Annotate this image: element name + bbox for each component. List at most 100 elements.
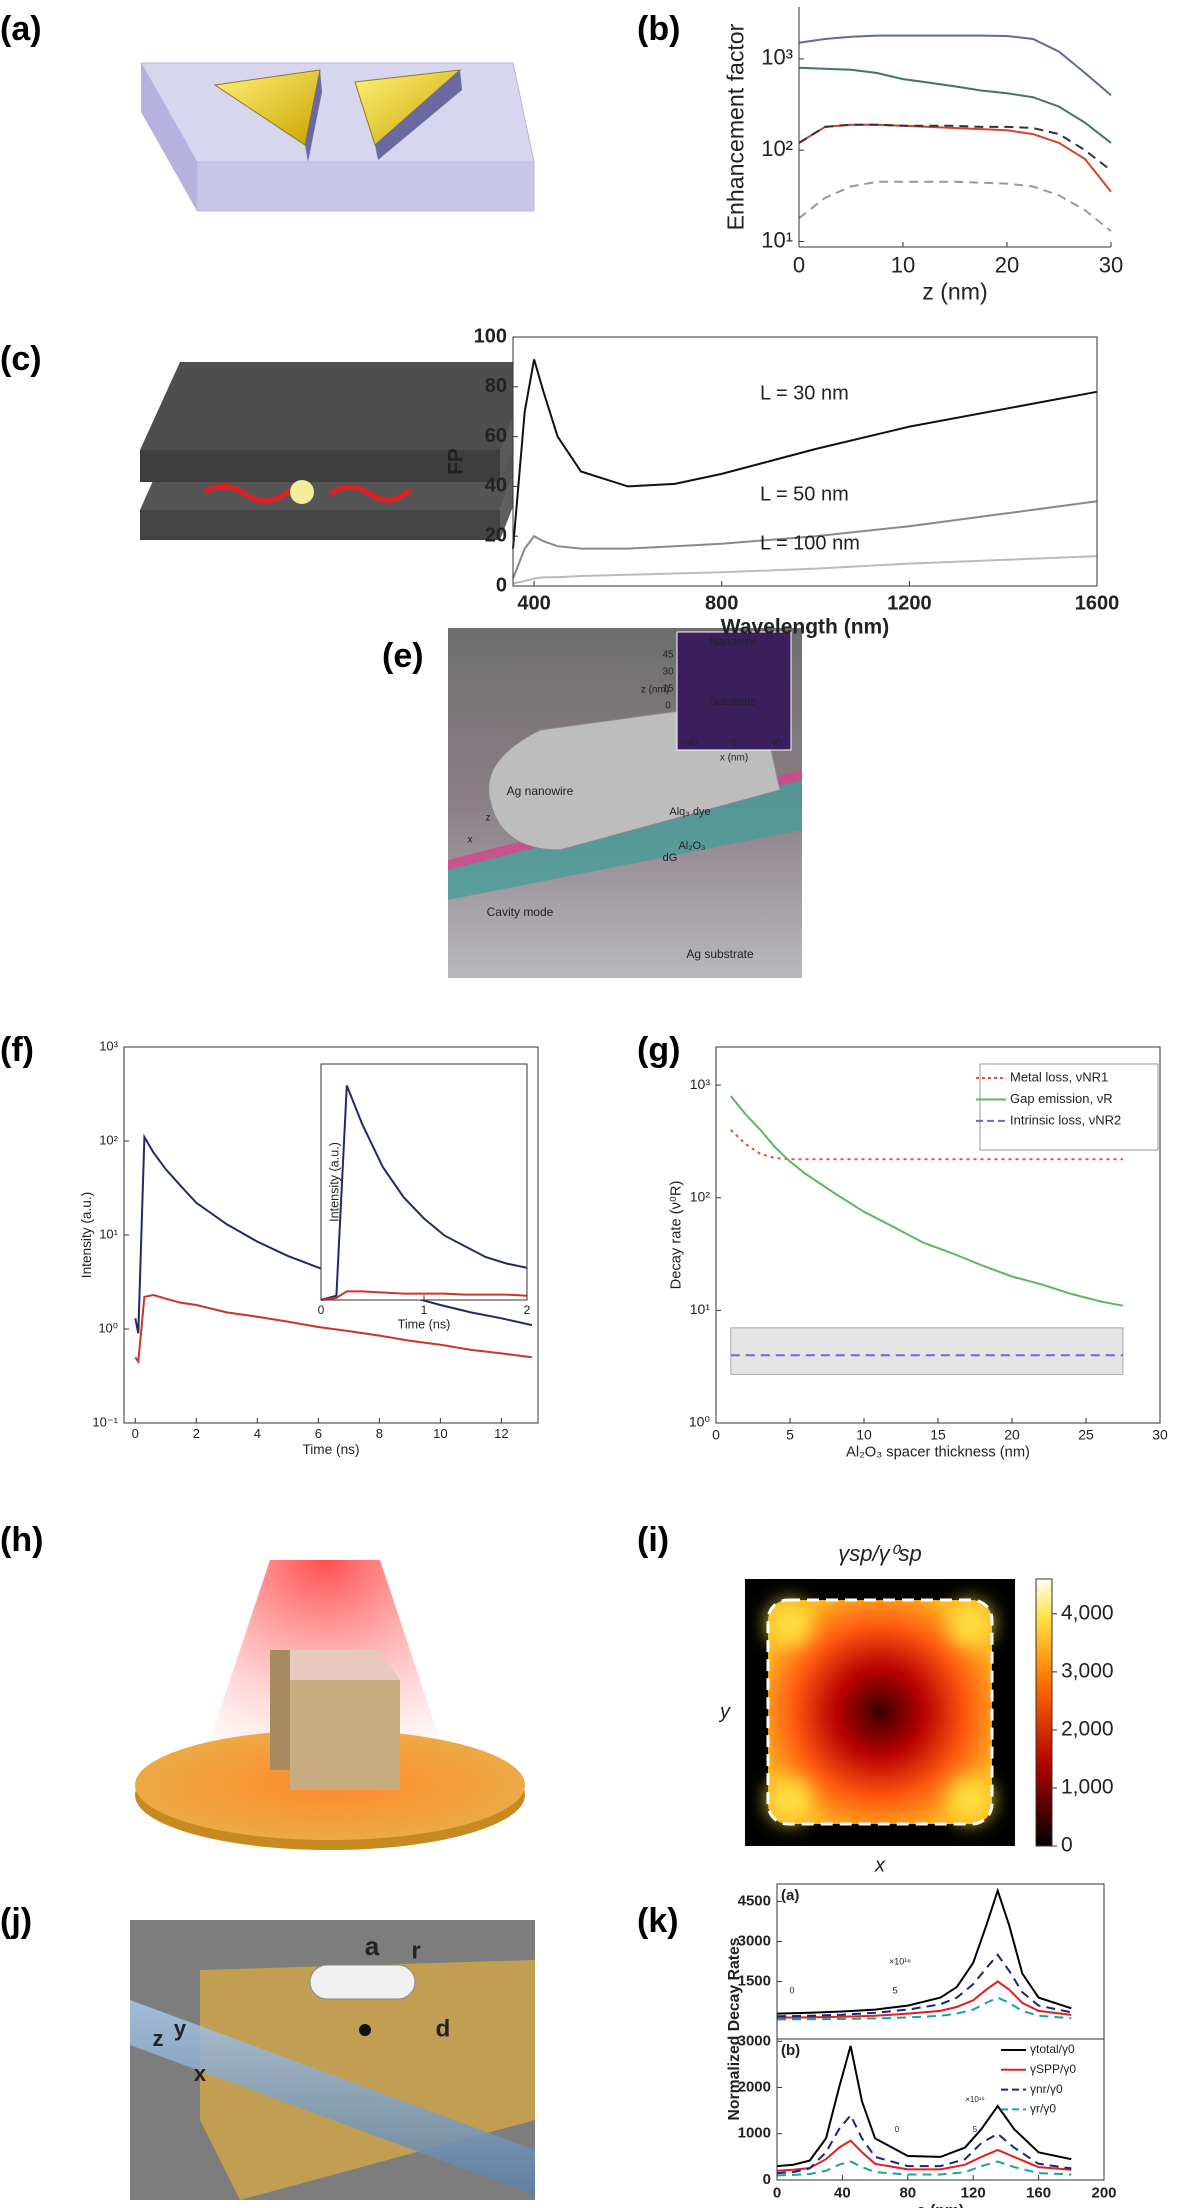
panel-label: (b) (637, 10, 680, 48)
x-tick-label: 40 (834, 2184, 851, 2201)
image-text: z (nm) (641, 685, 669, 696)
image-text: 5 (892, 1985, 897, 1995)
y-tick-label: 10⁰ (98, 1320, 118, 1335)
image-text: x (194, 2061, 207, 2086)
image-text: Ag nanowire (507, 784, 574, 798)
schematic-c (140, 362, 535, 540)
x-tick-label: 2 (524, 1303, 531, 1317)
x-tick-label: 1200 (887, 592, 932, 614)
panel-label: (e) (382, 637, 424, 675)
chart: 0 10 20 30 10¹ 10² 10³ z (nm) Enhancement factor (723, 7, 1123, 304)
image-text: Alq₃ dye (669, 806, 710, 818)
series-line (776, 2113, 1072, 2175)
y-tick-label: 4500 (738, 1892, 771, 1909)
chart-title: γsp/γ⁰sp (838, 1541, 921, 1566)
colorbar-tick-label: 0 (1061, 1834, 1073, 1857)
legend-label: γtotal/γ0 (1030, 2042, 1075, 2056)
y-tick-label: 20 (485, 524, 507, 546)
image-text: z (153, 2026, 164, 2051)
schematic-h (135, 1560, 525, 1850)
y-tick-label: 60 (485, 425, 507, 447)
x-axis-label: Time (ns) (398, 1318, 451, 1332)
y-tick-label: 3000 (738, 1932, 771, 1949)
y-tick-label: 0 (496, 574, 507, 596)
x-tick-label: 1600 (1075, 592, 1120, 614)
series-line (320, 1085, 528, 1301)
x-tick-label: 10 (433, 1426, 447, 1441)
x-tick-label: 20 (995, 253, 1019, 278)
y-tick-label: 10³ (690, 1076, 711, 1092)
y-tick-label: 40 (485, 475, 507, 497)
image-text: Nanowire (710, 636, 756, 648)
x-tick-label: 0 (318, 1303, 325, 1317)
x-tick-label: 5 (786, 1426, 794, 1442)
series-line (512, 555, 1098, 585)
series-line (512, 500, 1098, 579)
y-axis-label: FP (445, 448, 468, 475)
x-tick-label: 1 (421, 1303, 428, 1317)
image-text: x (468, 835, 473, 846)
legend-label: γr/γ0 (1030, 2102, 1056, 2116)
series-line (134, 1133, 533, 1334)
image-text: 0 (789, 1985, 794, 1995)
axes-frame (715, 1046, 1161, 1424)
x-tick-label: 20 (1004, 1426, 1020, 1442)
y-tick-label: 10² (761, 136, 793, 161)
panel-label: (i) (637, 1521, 669, 1559)
legend-box (979, 1063, 1159, 1151)
image-text: r (411, 1937, 420, 1964)
panel-label: (a) (0, 10, 42, 48)
heatmap (745, 1579, 1015, 1846)
x-tick-label: 200 (1091, 2184, 1116, 2201)
series-line (798, 123, 1112, 193)
x-tick-label: 800 (705, 592, 738, 614)
x-tick-label: 8 (376, 1426, 383, 1441)
y-axis-label: Intensity (a.u.) (79, 1192, 94, 1278)
x-tick-label: 2 (193, 1426, 200, 1441)
colorbar-tick-label: 4,000 (1061, 1601, 1114, 1624)
panel-label: (j) (0, 1902, 32, 1940)
y-tick-label: 80 (485, 375, 507, 397)
photo-e (448, 628, 802, 978)
legend-label: Gap emission, νR (1010, 1091, 1113, 1106)
series-line (798, 180, 1112, 232)
y-axis-label: Enhancement factor (723, 23, 749, 230)
x-tick-label: 400 (517, 592, 550, 614)
colorbar (1035, 1578, 1053, 1847)
x-tick-label: 120 (961, 2184, 986, 2201)
image-text: y (174, 2016, 187, 2041)
x-tick-label: 15 (930, 1426, 946, 1442)
image-text: a (365, 1931, 380, 1961)
image-text: d (436, 2015, 451, 2042)
image-text: 40 (770, 738, 782, 749)
x-axis-label: Al₂O₃ spacer thickness (nm) (846, 1444, 1030, 1460)
panel-label: (k) (637, 1902, 679, 1940)
image-text: z (486, 813, 491, 824)
y-axis-label: y (718, 1701, 731, 1723)
series-line (798, 34, 1112, 96)
chart: 0 5 10 15 20 25 30 10⁰ 10¹ 10² 10³ Al₂O₃ spacer thi… (669, 1046, 1168, 1460)
colorbar-tick-label: 2,000 (1061, 1717, 1114, 1740)
x-axis-label: x (874, 1854, 886, 1876)
series-line (776, 2139, 1072, 2172)
x-tick-label: 0 (773, 2184, 781, 2201)
legend-label: γnr/γ0 (1030, 2082, 1063, 2096)
y-tick-label: 1500 (738, 1973, 771, 1990)
chart: 1500 3000 4500 (a) (738, 1883, 1105, 2040)
series-label: L = 30 nm (760, 382, 849, 404)
x-tick-label: 80 (899, 2184, 916, 2201)
series-line (730, 1095, 1124, 1307)
panel-label: (c) (0, 340, 42, 378)
image-text: dG (663, 852, 678, 864)
series-line (776, 1980, 1072, 2019)
image-text: 0 (895, 2125, 900, 2134)
image-text: 15 (662, 684, 674, 695)
panel-label: (h) (0, 1521, 43, 1559)
x-tick-label: 0 (793, 253, 805, 278)
y-axis-label: Decay rate (ν⁰R) (669, 1181, 685, 1290)
series-line (776, 2045, 1072, 2168)
image-text: ×10¹⁶ (889, 1956, 911, 1966)
y-tick-label: 10¹ (99, 1226, 118, 1241)
y-tick-label: 10⁰ (689, 1414, 711, 1430)
legend-label: γSPP/γ0 (1030, 2062, 1076, 2076)
